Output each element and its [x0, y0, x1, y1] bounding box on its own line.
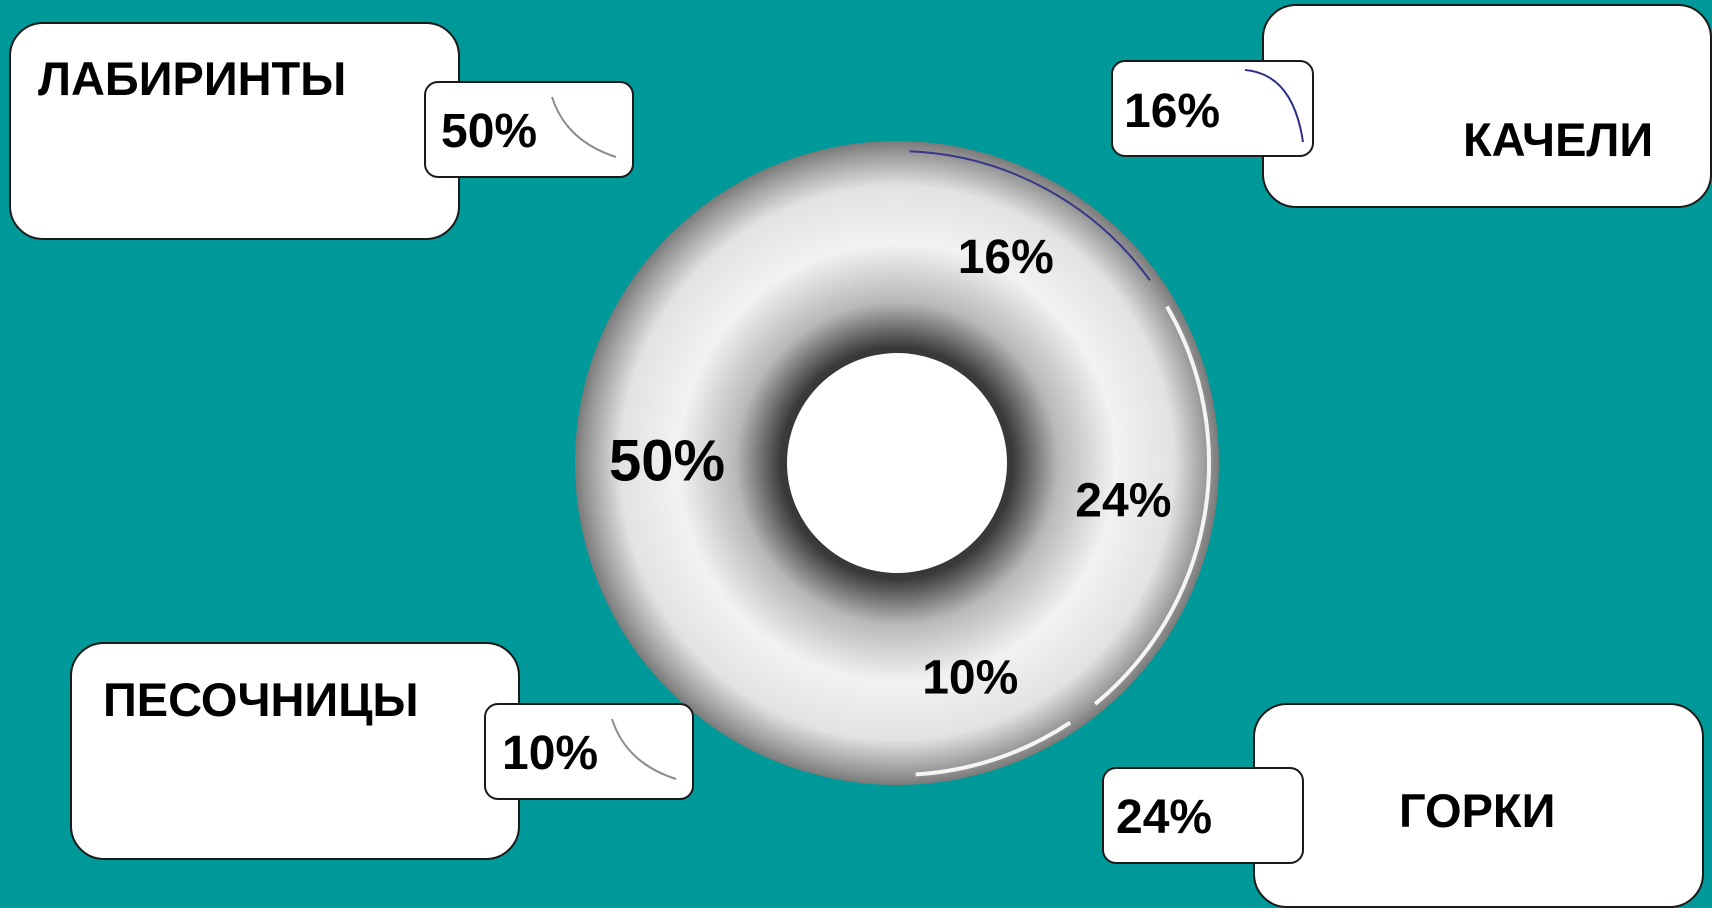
callout-value-pesochnitsy: 10% [502, 727, 599, 780]
donut-ring [575, 141, 1219, 785]
slice-edge-0 [909, 150, 1151, 281]
slice-edge-2 [915, 720, 1072, 777]
slice-value-label: 10% [922, 652, 1018, 705]
slice-edge-1 [1093, 305, 1211, 706]
callout-value-labirinty: 50% [441, 105, 538, 158]
callout-tag-kacheli [1111, 60, 1314, 157]
callout-label-kacheli: КАЧЕЛИ [1463, 113, 1654, 166]
callout-tag-pesochnitsy [484, 703, 694, 800]
callout-label-gorki: ГОРКИ [1399, 784, 1556, 837]
callout-tick-icon [1244, 69, 1304, 143]
callout-label-pesochnitsy: ПЕСОЧНИЦЫ [103, 673, 419, 726]
callout-tick-icon [551, 96, 617, 158]
callout-card-kacheli [1262, 4, 1712, 208]
callout-tag-labirinty [424, 81, 634, 178]
callout-card-pesochnitsy [70, 642, 520, 860]
callout-card-gorki [1253, 703, 1704, 908]
slice-value-label: 16% [958, 231, 1054, 284]
callout-label-labirinty: ЛАБИРИНТЫ [38, 52, 347, 105]
donut-hole [787, 353, 1007, 573]
callout-tag-gorki [1102, 767, 1304, 864]
callout-value-kacheli: 16% [1124, 85, 1221, 138]
callout-value-gorki: 24% [1116, 791, 1213, 844]
slice-value-label: 50% [609, 429, 725, 494]
callout-tick-icon [611, 718, 677, 780]
slice-value-label: 24% [1075, 475, 1171, 528]
